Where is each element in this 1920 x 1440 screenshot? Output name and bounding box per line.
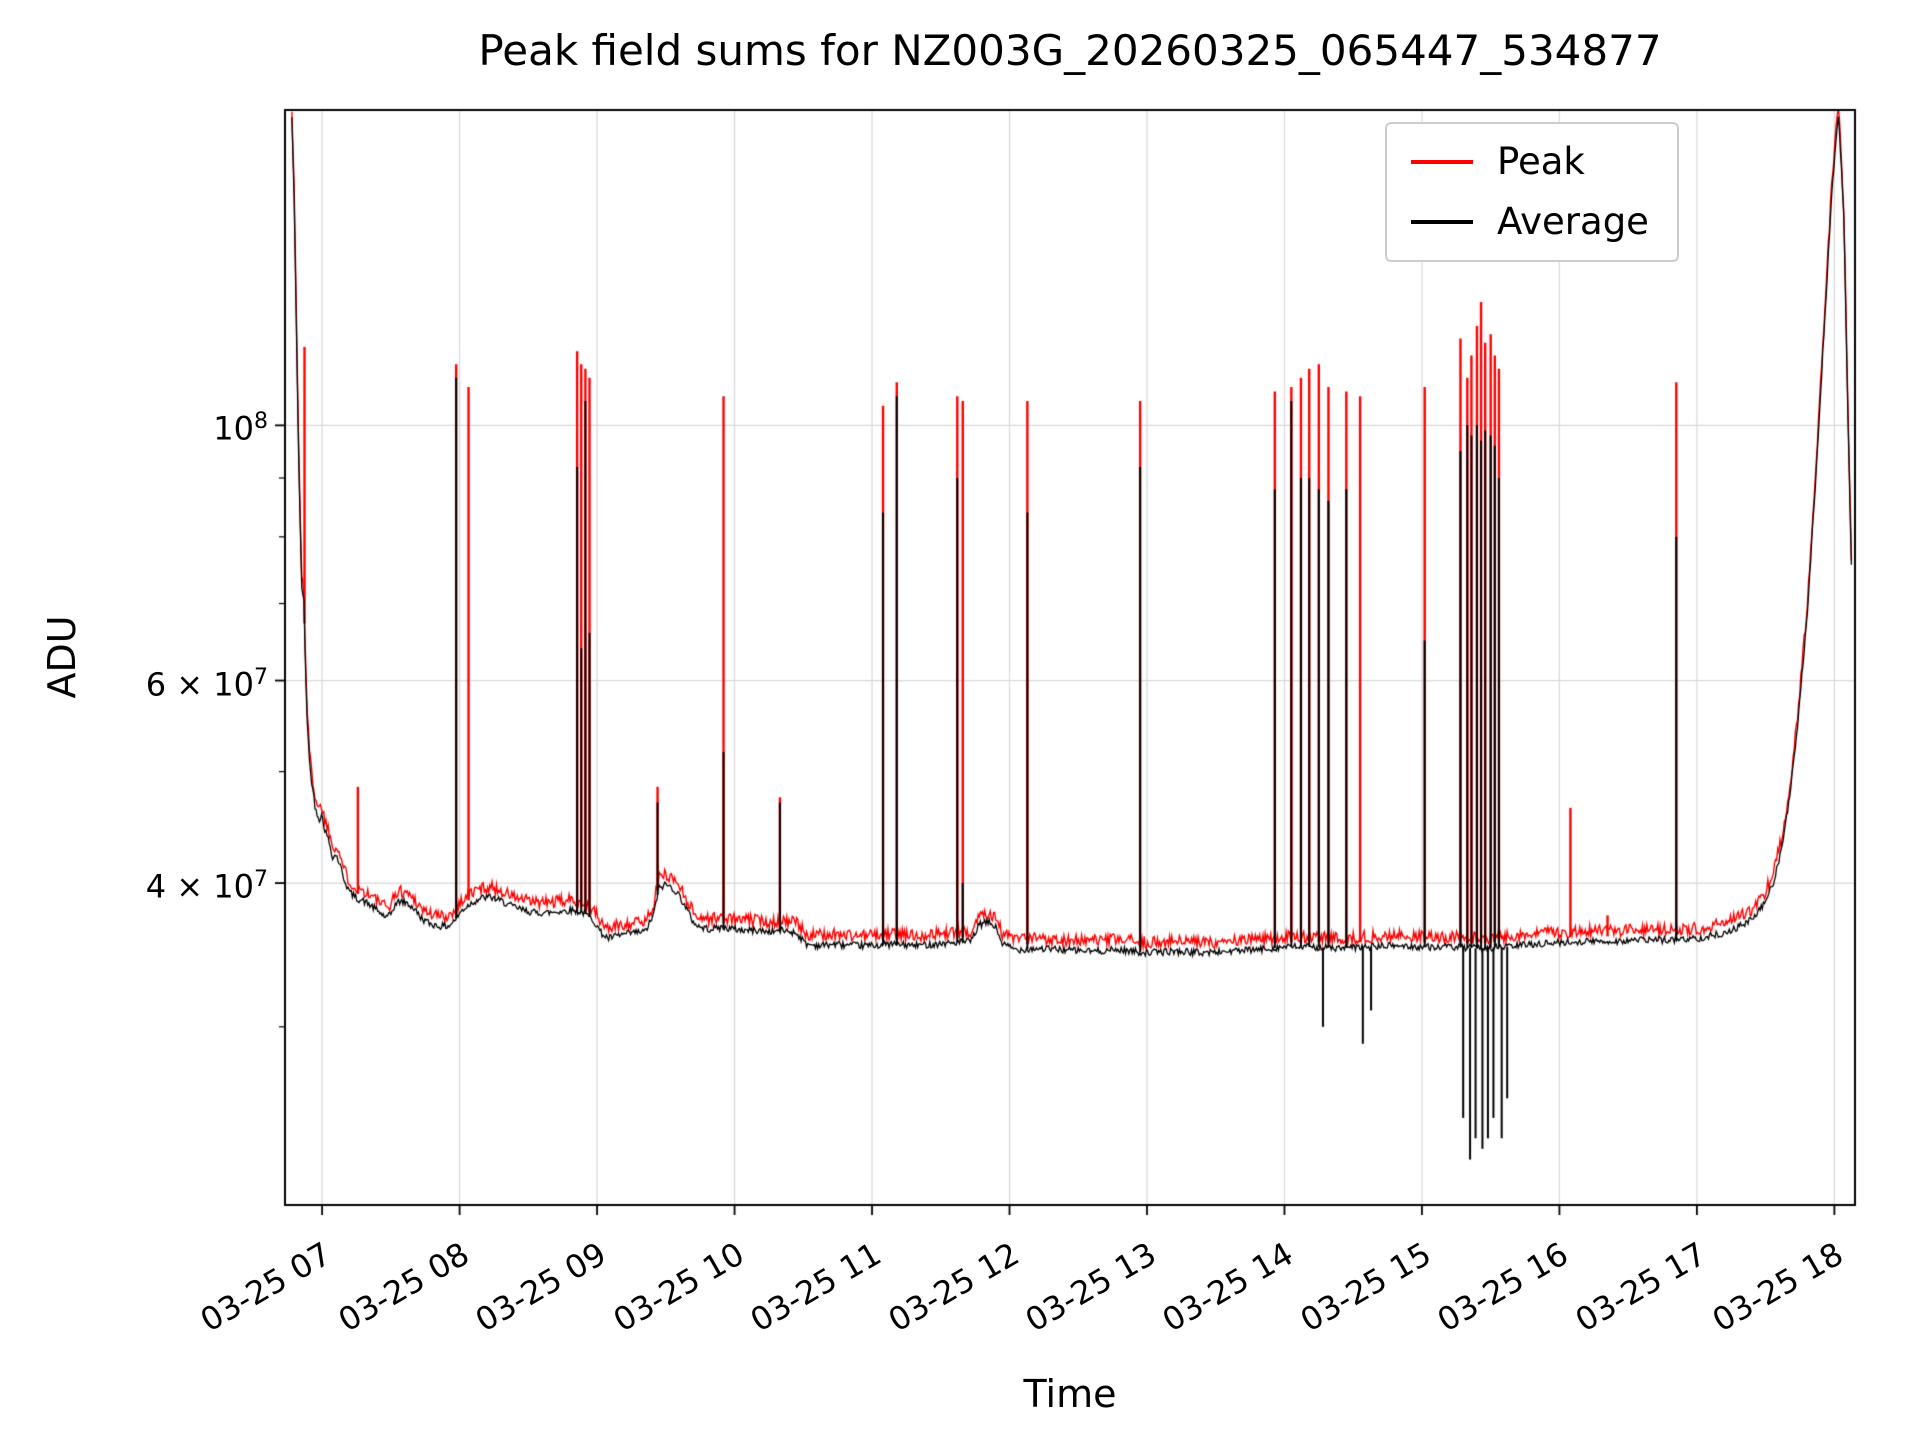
legend-item-average: Average bbox=[1411, 202, 1649, 242]
y-tick-label: 6 × 107 bbox=[145, 664, 268, 704]
y-axis-label: ADU bbox=[40, 615, 84, 699]
y-tick-label: 4 × 107 bbox=[145, 867, 268, 906]
legend-label-peak: Peak bbox=[1497, 140, 1585, 183]
peak-line-swatch bbox=[1411, 160, 1473, 164]
average-line-swatch bbox=[1411, 220, 1473, 224]
x-axis-label: Time bbox=[1023, 1372, 1117, 1416]
legend-label-average: Average bbox=[1497, 200, 1649, 243]
y-tick-label: 108 bbox=[213, 409, 268, 449]
legend: Peak Average bbox=[1385, 122, 1679, 262]
legend-item-peak: Peak bbox=[1411, 142, 1649, 182]
chart-title: Peak field sums for NZ003G_20260325_0654… bbox=[478, 26, 1662, 75]
